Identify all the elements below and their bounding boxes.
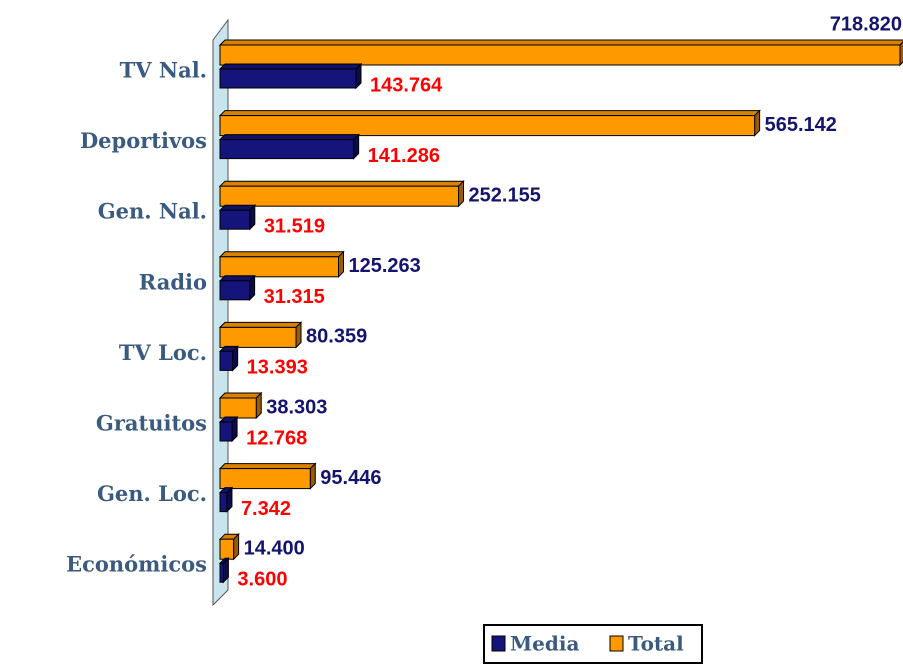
bar <box>218 109 761 137</box>
bar <box>218 321 303 349</box>
bar-face <box>337 250 344 279</box>
bar-face <box>218 39 903 46</box>
value-label: 125.263 <box>348 255 420 277</box>
bar-face <box>233 532 240 561</box>
value-label: 13.393 <box>247 357 308 379</box>
category-label: TV Loc. <box>119 340 207 365</box>
bar-face <box>219 468 311 490</box>
bar <box>218 391 263 420</box>
bar-face <box>219 562 224 583</box>
category-label: Radio <box>139 269 207 294</box>
value-label: 12.768 <box>246 427 307 449</box>
bar-face <box>226 486 233 513</box>
bar <box>218 250 345 279</box>
bar <box>218 415 239 443</box>
value-label: 95.446 <box>320 467 381 489</box>
bar-face <box>219 326 297 348</box>
bar-face <box>218 134 360 141</box>
value-label: 7.342 <box>241 498 291 520</box>
bar-face <box>355 62 362 90</box>
bar-face <box>218 180 465 187</box>
category-label: Económicos <box>66 552 207 577</box>
category-label: TV Nal. <box>120 58 207 83</box>
bar <box>218 556 230 584</box>
value-label: 718.820 <box>830 13 902 35</box>
legend-label: Media <box>510 632 579 656</box>
bar-face <box>249 274 256 302</box>
bar-face <box>219 280 251 301</box>
bar-face <box>231 415 238 443</box>
bar <box>218 274 256 302</box>
bar-face <box>219 139 355 160</box>
bar-face <box>218 204 257 211</box>
axis-wall <box>212 18 229 607</box>
value-label: 31.519 <box>264 215 325 237</box>
bar-face <box>218 251 345 258</box>
bar-face <box>219 256 339 278</box>
bar-face <box>458 179 465 208</box>
legend-swatch <box>609 635 624 652</box>
bar-face <box>218 63 363 70</box>
bar <box>218 133 360 160</box>
category-label: Deportivos <box>80 128 207 153</box>
bar <box>218 39 903 67</box>
bar <box>218 486 234 513</box>
bar-face <box>219 421 233 442</box>
bar <box>218 462 317 490</box>
category-label: Gen. Loc. <box>97 481 207 506</box>
bar-face <box>218 321 303 328</box>
legend-box <box>483 624 703 664</box>
bar <box>218 345 239 372</box>
bar-face <box>219 44 901 66</box>
bar-face <box>218 275 256 282</box>
bar-face <box>219 538 235 560</box>
value-label: 14.400 <box>244 537 305 559</box>
value-label: 80.359 <box>306 326 367 348</box>
bar <box>218 532 240 561</box>
bar-face <box>219 397 257 419</box>
bar-face <box>255 391 262 420</box>
value-label: 565.142 <box>765 114 837 136</box>
bar-face <box>218 463 317 470</box>
bar <box>218 203 257 231</box>
bar-face <box>219 185 460 207</box>
category-label: Gratuitos <box>96 411 207 436</box>
bar <box>218 62 363 90</box>
bar-face <box>232 345 239 372</box>
bar-face <box>219 115 756 137</box>
bar-face <box>219 350 234 371</box>
bar-face <box>754 109 761 137</box>
value-label: 143.764 <box>370 74 443 96</box>
legend-label: Total <box>628 632 684 656</box>
bar-face <box>249 203 256 231</box>
value-label: 38.303 <box>266 396 327 418</box>
value-label: 31.315 <box>264 286 325 308</box>
bar-face <box>219 492 228 513</box>
bar-face <box>295 321 302 349</box>
legend-swatch <box>491 635 506 652</box>
bar-face <box>353 133 360 160</box>
bar-face <box>219 209 251 230</box>
bar <box>218 179 465 208</box>
value-label: 141.286 <box>368 145 440 167</box>
bar-face <box>219 68 357 89</box>
value-label: 3.600 <box>237 568 287 590</box>
bar-face <box>218 110 761 117</box>
category-label: Gen. Nal. <box>98 199 207 224</box>
value-label: 252.155 <box>469 184 541 206</box>
bar-face <box>218 392 263 399</box>
bar-face <box>222 556 229 584</box>
bar-face <box>309 462 316 490</box>
